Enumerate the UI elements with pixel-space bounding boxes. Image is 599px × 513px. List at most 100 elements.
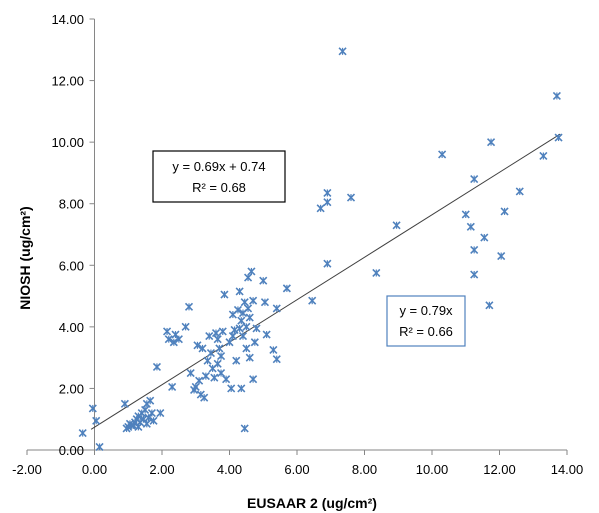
data-point [232,356,241,365]
data-point [245,353,254,362]
data-points [78,47,563,451]
data-point [213,359,222,368]
x-axis-title: EUSAAR 2 (ug/cm²) [247,495,377,511]
data-point [461,210,470,219]
data-point [168,382,177,391]
data-point [206,348,216,358]
data-point [181,322,190,331]
data-point [470,245,479,254]
data-point [191,382,200,391]
x-tick-label: 10.00 [416,462,449,477]
equation-box-origin-frame [386,295,466,347]
data-point [323,198,332,207]
data-point [485,301,494,310]
data-point [92,416,101,425]
data-point [120,399,129,408]
axes: -2.00 0.00 2.00 4.00 6.00 8.00 10.00 12.00 14.00… [12,12,583,477]
data-point [259,276,268,285]
data-point [213,335,222,344]
x-tick-label: 6.00 [284,462,309,477]
data-point [211,328,221,338]
data-point [252,324,261,333]
x-tick-label: -2.00 [12,462,42,477]
data-point [346,193,356,202]
data-point [323,259,332,268]
data-point [554,133,563,142]
data-point [218,327,227,336]
data-point [240,298,249,307]
x-tick-label: 14.00 [551,462,584,477]
r-squared-origin: R² = 0.66 [399,324,453,339]
data-point [515,187,524,196]
data-point [152,362,162,371]
data-point [240,424,249,433]
data-point [243,273,253,282]
y-tick-label: 10.00 [51,135,84,150]
data-point [169,338,178,347]
data-point [193,341,202,350]
data-point [269,345,278,355]
data-point [227,384,236,393]
data-point [141,405,150,415]
data-point [78,429,87,438]
data-point [200,393,209,402]
data-point [247,267,256,276]
data-point [242,344,251,353]
data-point [220,290,229,299]
data-point [250,338,259,347]
data-point [237,384,246,393]
data-point [156,408,165,418]
data-point [149,416,158,425]
data-point [480,233,489,242]
data-point [486,138,496,147]
data-point [438,150,447,159]
data-point [88,404,97,413]
data-point [392,221,401,230]
data-point [225,338,234,347]
data-point [238,332,248,341]
x-tick-label: 2.00 [149,462,174,477]
y-tick-label: 6.00 [59,258,84,273]
data-point [308,296,317,305]
data-point [162,327,172,336]
x-tick-label: 8.00 [352,462,377,477]
equation-box-fitted: y = 0.69x + 0.74 R² = 0.68 [152,150,286,203]
data-point [249,375,258,384]
data-point [147,408,156,418]
equation-box-origin: y = 0.79x R² = 0.66 [386,295,466,347]
data-point [228,332,237,341]
trendline-layer [90,133,561,430]
data-point [184,302,194,311]
data-point [260,298,270,307]
data-point [142,419,151,428]
data-point [497,251,506,261]
data-point [198,344,207,353]
data-point [146,396,155,405]
data-point [500,207,509,216]
x-tick-label: 4.00 [217,462,242,477]
data-point [201,372,210,381]
x-tick-label: 0.00 [82,462,107,477]
data-point [195,376,204,385]
data-point [215,344,224,353]
data-point [272,304,281,313]
y-tick-label: 4.00 [59,320,84,335]
data-point [249,296,258,305]
data-point [242,322,251,331]
data-point [171,330,180,339]
data-point [552,91,561,101]
data-point [235,287,244,296]
data-point [164,335,173,344]
data-point [230,325,239,335]
data-point [316,204,325,213]
data-point [222,375,231,384]
equation-box-fitted-frame [152,150,286,203]
data-point [235,324,244,333]
data-point [243,304,253,313]
annotations: y = 0.69x + 0.74 R² = 0.68 y = 0.79x R² … [152,150,466,347]
data-point [470,270,479,279]
data-point [272,355,281,364]
y-tick-label: 2.00 [59,381,84,396]
y-tick-label: 12.00 [51,74,84,89]
